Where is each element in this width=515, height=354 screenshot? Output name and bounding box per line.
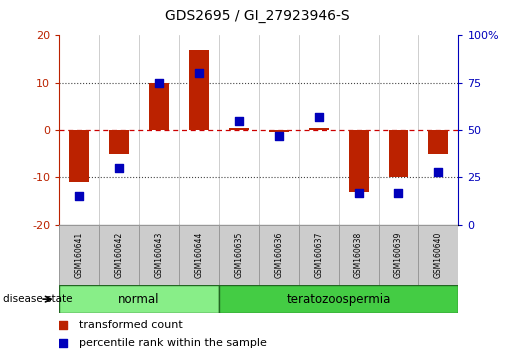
Text: GSM160640: GSM160640 [434, 232, 443, 278]
Bar [99, 225, 139, 285]
Point [274, 133, 283, 139]
Point [394, 190, 403, 195]
Bar [179, 225, 219, 285]
Text: GDS2695 / GI_27923946-S: GDS2695 / GI_27923946-S [165, 9, 350, 23]
Point [115, 165, 123, 171]
Bar [418, 225, 458, 285]
Bar [189, 50, 209, 130]
Text: GSM160644: GSM160644 [195, 232, 203, 278]
Bar [308, 128, 329, 130]
Bar [59, 225, 99, 285]
Text: GSM160635: GSM160635 [234, 232, 243, 278]
Text: GSM160637: GSM160637 [314, 232, 323, 278]
Point [235, 118, 243, 124]
Bar [259, 225, 299, 285]
Bar [339, 225, 379, 285]
Point [434, 169, 442, 175]
Bar [269, 130, 289, 132]
Text: teratozoospermia: teratozoospermia [286, 293, 391, 306]
Bar [219, 225, 259, 285]
Point [59, 322, 67, 328]
Point [315, 114, 323, 120]
Bar [388, 130, 408, 177]
Bar [219, 285, 458, 313]
Text: transformed count: transformed count [79, 320, 183, 330]
Point [59, 340, 67, 346]
Bar [379, 225, 418, 285]
Bar [109, 130, 129, 154]
Bar [69, 130, 89, 182]
Bar [59, 285, 219, 313]
Bar [428, 130, 449, 154]
Text: GSM160639: GSM160639 [394, 232, 403, 278]
Bar [149, 83, 169, 130]
Bar [229, 128, 249, 130]
Bar [349, 130, 369, 192]
Point [195, 70, 203, 76]
Text: GSM160642: GSM160642 [115, 232, 124, 278]
Text: GSM160638: GSM160638 [354, 232, 363, 278]
Text: percentile rank within the sample: percentile rank within the sample [79, 338, 267, 348]
Bar [139, 225, 179, 285]
Point [155, 80, 163, 86]
Bar [299, 225, 339, 285]
Text: normal: normal [118, 293, 160, 306]
Text: GSM160636: GSM160636 [274, 232, 283, 278]
Point [75, 194, 83, 199]
Text: GSM160641: GSM160641 [75, 232, 83, 278]
Text: disease state: disease state [3, 294, 72, 304]
Point [354, 190, 363, 195]
Text: GSM160643: GSM160643 [154, 232, 163, 278]
